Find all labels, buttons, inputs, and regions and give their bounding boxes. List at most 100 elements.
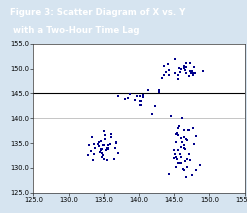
Point <box>180 141 184 144</box>
Point <box>97 145 101 148</box>
Point <box>162 73 166 77</box>
Point <box>187 75 191 78</box>
Point <box>173 57 177 60</box>
Point <box>93 147 97 150</box>
Point <box>126 96 130 100</box>
Point <box>191 71 195 74</box>
Point <box>162 65 166 68</box>
Point <box>108 142 112 146</box>
Point <box>153 105 157 108</box>
Point <box>188 159 192 162</box>
Point <box>177 125 181 128</box>
Point <box>181 168 185 171</box>
Point <box>176 133 180 137</box>
Point <box>164 70 168 73</box>
Point <box>182 66 186 69</box>
Point <box>109 135 113 138</box>
Point <box>106 144 110 147</box>
Point <box>176 126 180 130</box>
Point <box>102 154 105 157</box>
Point <box>174 133 178 136</box>
Point <box>179 162 183 165</box>
Point <box>105 146 109 150</box>
Point <box>177 161 181 164</box>
Point <box>174 141 178 144</box>
Point <box>166 63 170 66</box>
Point <box>106 146 110 149</box>
Point <box>97 140 101 144</box>
Point <box>173 71 177 74</box>
Point <box>182 64 186 68</box>
Point <box>183 68 187 72</box>
Point <box>103 134 107 137</box>
Point <box>99 147 103 151</box>
Point <box>193 71 197 75</box>
Point <box>139 99 143 103</box>
Point <box>183 159 187 162</box>
Point <box>182 168 186 172</box>
Point <box>167 69 171 72</box>
Point <box>179 67 183 71</box>
Point <box>190 173 194 176</box>
Point <box>135 95 139 98</box>
Point <box>185 72 188 75</box>
Point <box>184 65 187 69</box>
Point <box>116 94 120 98</box>
Point <box>139 103 143 106</box>
Point <box>101 152 104 155</box>
Point <box>109 132 113 135</box>
Point <box>104 148 108 151</box>
Point <box>167 172 171 176</box>
Point <box>178 71 182 74</box>
Point <box>178 152 182 155</box>
Point <box>177 66 181 70</box>
Point <box>192 65 196 69</box>
Point <box>123 97 127 100</box>
Point <box>201 69 205 73</box>
Point <box>141 93 145 96</box>
Point <box>138 103 142 106</box>
Point <box>89 149 93 152</box>
Point <box>190 70 194 73</box>
Point <box>103 137 107 140</box>
Point <box>176 148 180 152</box>
Point <box>186 129 190 132</box>
Point <box>102 144 106 147</box>
Point <box>185 165 189 168</box>
Point <box>105 158 109 161</box>
Text: with a Two-Hour Time Lag: with a Two-Hour Time Lag <box>10 26 139 35</box>
Point <box>91 159 95 162</box>
Point <box>150 112 154 116</box>
Point <box>181 117 185 120</box>
Point <box>86 154 90 157</box>
Point <box>194 135 198 138</box>
Point <box>174 155 178 158</box>
Point <box>184 137 188 141</box>
Point <box>102 157 106 161</box>
Point <box>179 136 183 140</box>
Point <box>194 169 198 172</box>
Point <box>191 127 195 130</box>
Point <box>184 175 188 178</box>
Point <box>105 147 109 150</box>
Point <box>182 135 185 138</box>
Point <box>138 99 142 103</box>
Point <box>116 151 120 155</box>
Point <box>114 141 118 145</box>
Point <box>189 72 193 75</box>
Point <box>101 144 104 147</box>
Point <box>174 165 178 168</box>
Point <box>160 76 164 80</box>
Point <box>138 94 142 98</box>
Point <box>182 128 186 132</box>
Point <box>186 152 190 155</box>
Point <box>146 89 150 92</box>
Point <box>183 147 187 150</box>
Point <box>157 88 161 92</box>
Point <box>109 135 113 139</box>
Point <box>133 99 137 102</box>
Point <box>97 145 101 148</box>
Point <box>100 155 104 159</box>
Point <box>172 148 176 152</box>
Point <box>173 152 177 156</box>
